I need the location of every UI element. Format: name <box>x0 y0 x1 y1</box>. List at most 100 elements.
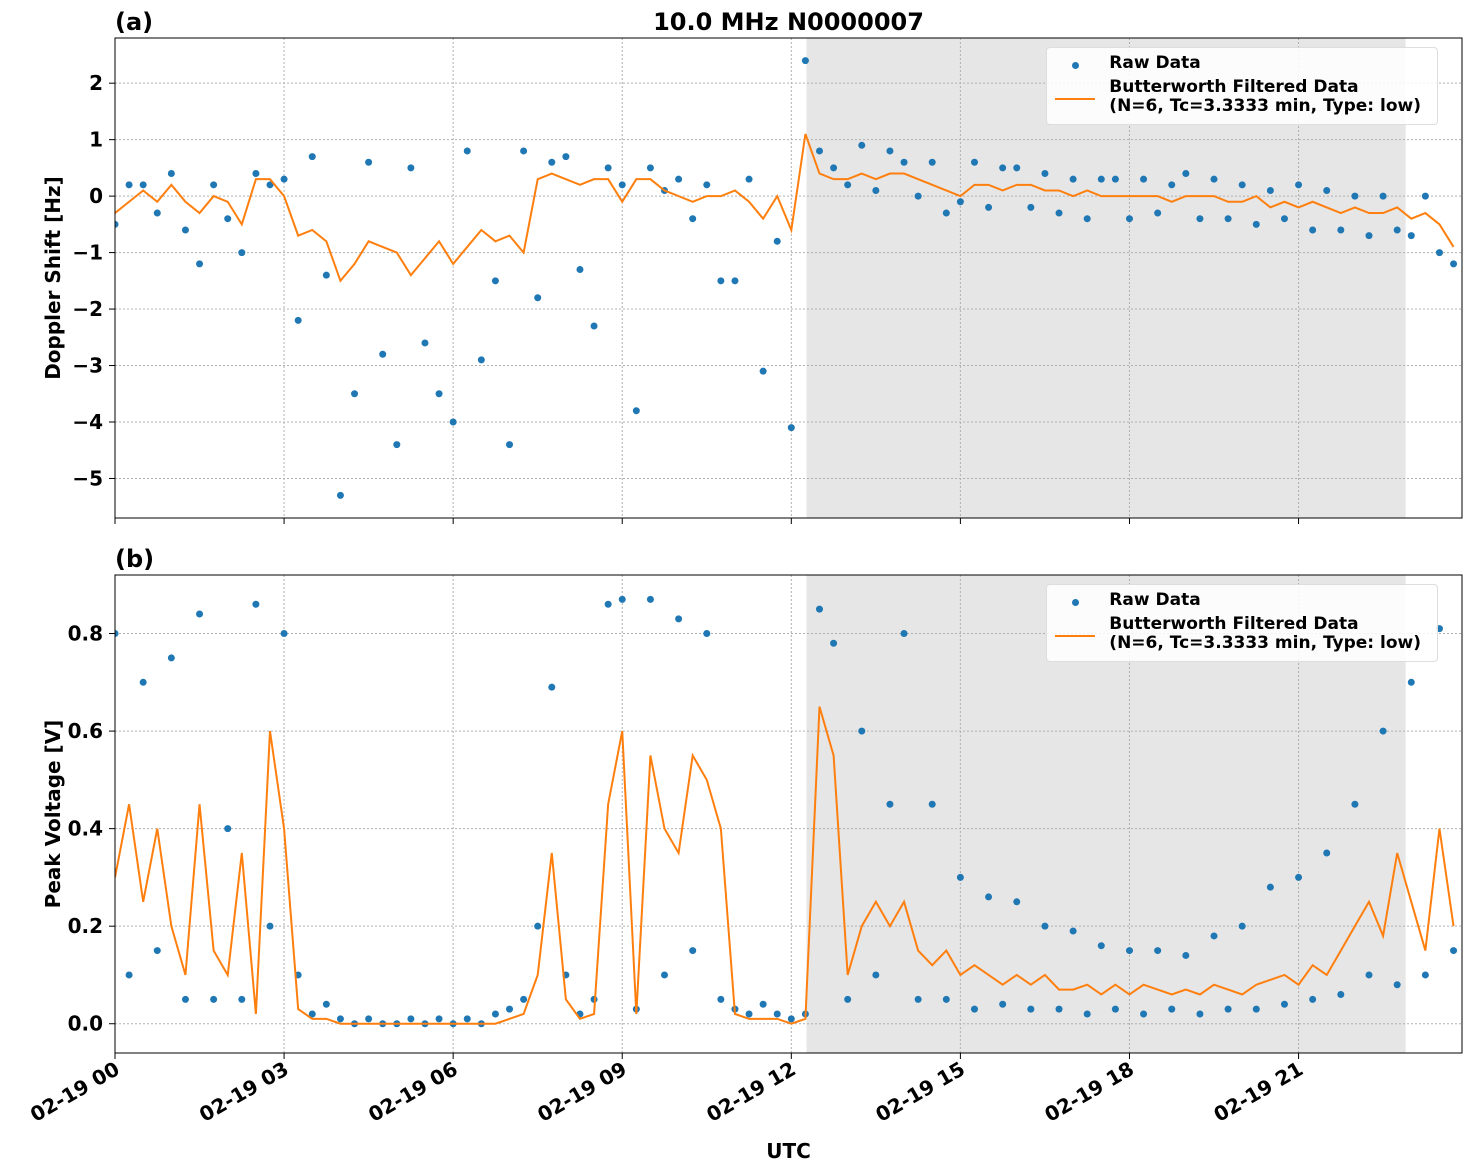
y-tick-label: 0.4 <box>68 817 103 841</box>
raw-point <box>1393 981 1401 989</box>
raw-point <box>167 170 175 178</box>
raw-point <box>548 683 556 691</box>
raw-point <box>1295 181 1303 189</box>
raw-point <box>280 175 288 183</box>
raw-point <box>703 630 711 638</box>
raw-point <box>773 1010 781 1018</box>
legend-entry: Butterworth Filtered Data (N=6, Tc=3.333… <box>1055 615 1421 653</box>
raw-point <box>999 164 1007 172</box>
raw-point <box>900 158 908 166</box>
raw-point <box>787 424 795 432</box>
raw-point <box>1027 1005 1035 1013</box>
raw-point <box>942 995 950 1003</box>
raw-point <box>801 57 809 65</box>
y-tick-label: 0.6 <box>68 719 103 743</box>
raw-point <box>745 175 753 183</box>
legend-swatch <box>1055 591 1095 613</box>
y-tick-label: −3 <box>72 354 103 378</box>
raw-point <box>1280 215 1288 223</box>
raw-point <box>125 971 133 979</box>
raw-point <box>1393 226 1401 234</box>
raw-point <box>1238 922 1246 930</box>
raw-point <box>1351 800 1359 808</box>
raw-point <box>463 147 471 155</box>
raw-point <box>1154 209 1162 217</box>
raw-point <box>858 727 866 735</box>
y-tick-label: 0.2 <box>68 914 103 938</box>
raw-point <box>1210 932 1218 940</box>
raw-point <box>914 192 922 200</box>
raw-point <box>125 181 133 189</box>
raw-point <box>393 441 401 449</box>
raw-point <box>449 418 457 426</box>
raw-point <box>1337 226 1345 234</box>
raw-point <box>576 266 584 274</box>
raw-point <box>1210 175 1218 183</box>
legend-label: Butterworth Filtered Data (N=6, Tc=3.333… <box>1109 77 1421 116</box>
raw-point <box>872 186 880 194</box>
raw-point <box>675 175 683 183</box>
raw-point <box>1266 883 1274 891</box>
raw-point <box>1083 215 1091 223</box>
raw-point <box>1323 849 1331 857</box>
raw-point <box>956 198 964 206</box>
raw-point <box>1168 1005 1176 1013</box>
raw-point <box>421 339 429 347</box>
y-tick-label: −4 <box>72 410 103 434</box>
raw-point <box>224 825 232 833</box>
raw-point <box>1196 215 1204 223</box>
raw-point <box>322 1000 330 1008</box>
raw-point <box>1365 232 1373 240</box>
raw-point <box>844 995 852 1003</box>
raw-point <box>1168 181 1176 189</box>
raw-point <box>970 158 978 166</box>
raw-point <box>463 1015 471 1023</box>
raw-point <box>815 605 823 613</box>
y-tick-label: 1 <box>89 128 103 152</box>
legend: Raw Data Butterworth Filtered Data (N=6, … <box>1046 584 1438 662</box>
raw-point <box>1069 175 1077 183</box>
legend-dot <box>1072 62 1080 69</box>
raw-point <box>886 800 894 808</box>
raw-point <box>562 153 570 161</box>
legend-label: Raw Data <box>1109 590 1201 610</box>
raw-point <box>1041 170 1049 178</box>
raw-point <box>1295 873 1303 881</box>
raw-point <box>322 271 330 279</box>
raw-point <box>1224 215 1232 223</box>
x-tick-label: 02-19 03 <box>195 1057 293 1127</box>
raw-point <box>238 249 246 257</box>
panel-label: (a) <box>115 8 153 36</box>
raw-point <box>1097 175 1105 183</box>
y-tick-label: 0 <box>89 184 103 208</box>
raw-point <box>238 995 246 1003</box>
raw-point <box>506 1005 514 1013</box>
legend-entry: Raw Data <box>1055 54 1421 76</box>
plot-area <box>115 595 1458 1028</box>
raw-point <box>590 322 598 330</box>
raw-point <box>1337 990 1345 998</box>
raw-point <box>1379 192 1387 200</box>
x-tick-label: 02-19 18 <box>1040 1057 1138 1127</box>
raw-point <box>928 158 936 166</box>
raw-point <box>618 595 626 603</box>
y-tick-label: −5 <box>72 466 103 490</box>
raw-point <box>999 1000 1007 1008</box>
raw-point <box>139 678 147 686</box>
raw-point <box>731 277 739 285</box>
raw-point <box>844 181 852 189</box>
raw-point <box>1365 971 1373 979</box>
raw-point <box>689 215 697 223</box>
raw-point <box>153 947 161 955</box>
raw-point <box>252 170 260 178</box>
raw-point <box>858 141 866 149</box>
raw-point <box>534 922 542 930</box>
raw-point <box>266 922 274 930</box>
plot-area <box>115 57 1458 499</box>
raw-point <box>115 220 119 228</box>
raw-point <box>1379 727 1387 735</box>
raw-point <box>1097 942 1105 950</box>
raw-point <box>308 1010 316 1018</box>
raw-point <box>956 873 964 881</box>
raw-point <box>675 615 683 623</box>
